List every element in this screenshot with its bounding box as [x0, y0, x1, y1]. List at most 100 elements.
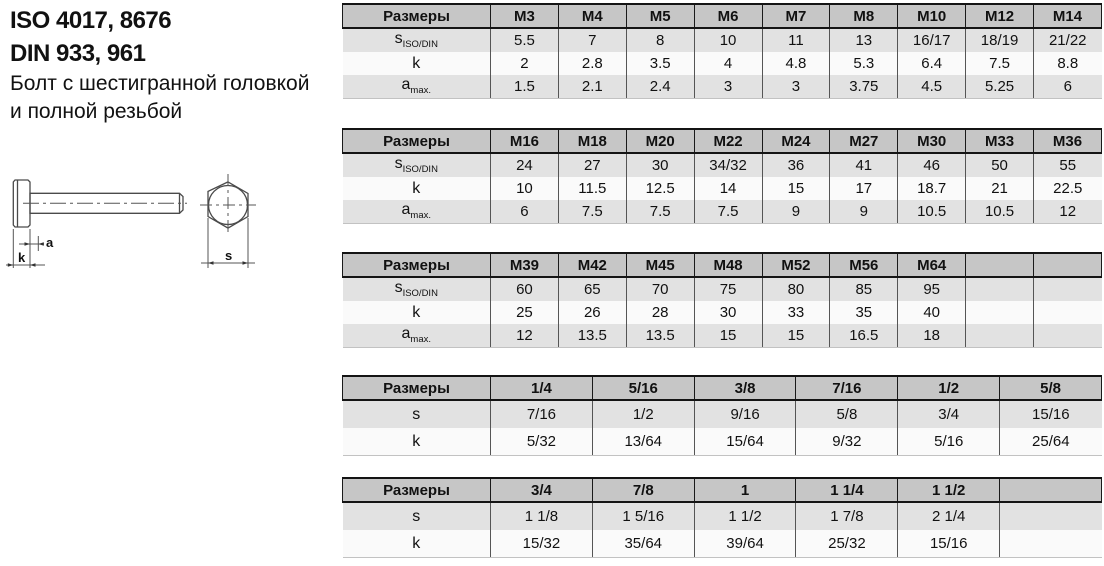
table-header-row: Размеры M3 M4 M5 M6 M7 M8 M10 M12 M14: [342, 3, 1102, 29]
value-cell: 3.75: [829, 75, 898, 99]
size-header-cell: 7/16: [795, 375, 899, 401]
value-cell: 15/16: [999, 400, 1102, 428]
value-cell: 7/16: [490, 400, 593, 428]
row-label-cell: k: [342, 177, 491, 200]
value-cell: 95: [897, 277, 966, 301]
table-inch-threequarters-to-oneandhalf: Размеры 3/4 7/8 1 1 1/4 1 1/2 s 1 1/8 1 5/16 1 1/…: [342, 477, 1102, 558]
value-cell: 1 5/16: [591, 502, 695, 530]
value-cell: 6: [490, 200, 559, 224]
value-cell: 13.5: [625, 324, 695, 348]
dim-label-s: s: [225, 248, 232, 263]
value-cell: 13.5: [557, 324, 627, 348]
table-m3-m14: Размеры M3 M4 M5 M6 M7 M8 M10 M12 M14 sISO/DIN 5.5 7…: [342, 3, 1102, 99]
size-header-cell: M22: [693, 128, 763, 154]
value-cell: 46: [897, 153, 966, 177]
size-header-cell: M39: [490, 252, 559, 278]
table-m16-m36: Размеры M16 M18 M20 M22 M24 M27 M30 M33 M36 sISO/D…: [342, 128, 1102, 224]
value-cell: 10.5: [965, 200, 1034, 224]
value-cell: 35/64: [591, 530, 695, 558]
value-cell: 5.5: [490, 28, 559, 52]
size-header-cell: M36: [1033, 128, 1102, 154]
value-cell: 35: [829, 301, 898, 324]
table-header-row: Размеры M16 M18 M20 M22 M24 M27 M30 M33 M36: [342, 128, 1102, 154]
size-header-cell: M6: [693, 3, 763, 29]
size-header-cell: 5/8: [999, 375, 1102, 401]
value-cell: 5/16: [897, 428, 1000, 456]
value-cell: 3/4: [897, 400, 1000, 428]
size-header-cell: 3/8: [693, 375, 797, 401]
row-label-cell: k: [342, 428, 491, 456]
value-cell: [965, 277, 1034, 301]
value-cell: 17: [829, 177, 898, 200]
value-cell: 70: [625, 277, 695, 301]
product-description-line1: Болт с шестигранной головкой: [10, 72, 310, 95]
size-header-cell: [999, 477, 1102, 503]
table-row: sISO/DIN 60 65 70 75 80 85 95: [342, 277, 1102, 301]
value-cell: 34/32: [693, 153, 762, 177]
value-cell: 14: [693, 177, 762, 200]
size-column-header: Размеры: [342, 128, 491, 154]
value-cell: [965, 324, 1034, 348]
size-header-cell: 7/8: [591, 477, 695, 503]
value-cell: 7.5: [625, 200, 695, 224]
value-cell: 27: [557, 153, 627, 177]
row-label-cell: k: [342, 530, 491, 558]
row-label-cell: s: [342, 502, 491, 530]
value-cell: 55: [1033, 153, 1102, 177]
size-header-cell: M30: [897, 128, 967, 154]
value-cell: 39/64: [693, 530, 796, 558]
size-header-cell: M27: [829, 128, 899, 154]
value-cell: [1033, 324, 1102, 348]
value-cell: 7: [557, 28, 627, 52]
value-cell: 30: [625, 153, 695, 177]
value-cell: 2.4: [625, 75, 695, 99]
table-row: amax. 1.5 2.1 2.4 3 3 3.75 4.5 5.25 6: [342, 75, 1102, 99]
bolt-technical-drawing: a k s: [6, 174, 256, 268]
size-header-cell: 1: [693, 477, 797, 503]
value-cell: 26: [557, 301, 627, 324]
value-cell: 41: [829, 153, 898, 177]
value-cell: 6.4: [897, 52, 966, 75]
value-cell: 9/16: [693, 400, 796, 428]
row-label-cell: amax.: [342, 200, 491, 224]
value-cell: 12: [1033, 200, 1102, 224]
value-cell: 3: [761, 75, 830, 99]
size-header-cell: M52: [761, 252, 831, 278]
table-row: amax. 12 13.5 13.5 15 15 16.5 18: [342, 324, 1102, 348]
size-header-cell: [965, 252, 1034, 278]
value-cell: 12: [490, 324, 559, 348]
size-header-cell: M7: [761, 3, 831, 29]
value-cell: 4: [693, 52, 762, 75]
value-cell: 2: [490, 52, 559, 75]
table-row: k 10 11.5 12.5 14 15 17 18.7 21 22.5: [342, 177, 1102, 200]
value-cell: [999, 502, 1102, 530]
value-cell: 60: [490, 277, 559, 301]
size-column-header: Размеры: [342, 252, 491, 278]
row-label-cell: k: [342, 52, 491, 75]
value-cell: 3.5: [625, 52, 695, 75]
table-row: k 5/32 13/64 15/64 9/32 5/16 25/64: [342, 428, 1102, 456]
value-cell: 7.5: [693, 200, 762, 224]
value-cell: 15: [761, 177, 830, 200]
row-label-cell: sISO/DIN: [342, 153, 491, 177]
size-header-cell: M24: [761, 128, 831, 154]
value-cell: 9: [761, 200, 830, 224]
size-header-cell: M33: [965, 128, 1034, 154]
size-header-cell: M8: [829, 3, 899, 29]
value-cell: 11: [761, 28, 830, 52]
value-cell: 12.5: [625, 177, 695, 200]
value-cell: 50: [965, 153, 1034, 177]
value-cell: 18: [897, 324, 966, 348]
size-header-cell: M10: [897, 3, 967, 29]
value-cell: 16/17: [897, 28, 966, 52]
value-cell: 8: [625, 28, 695, 52]
table-row: amax. 6 7.5 7.5 7.5 9 9 10.5 10.5 12: [342, 200, 1102, 224]
value-cell: 7.5: [965, 52, 1034, 75]
value-cell: [1033, 277, 1102, 301]
size-header-cell: M45: [625, 252, 695, 278]
value-cell: 18.7: [897, 177, 966, 200]
table-inch-quarter-to-fiveeighths: Размеры 1/4 5/16 3/8 7/16 1/2 5/8 s 7/16 1/2 9/16 5…: [342, 375, 1102, 456]
value-cell: 80: [761, 277, 830, 301]
row-label-cell: s: [342, 400, 491, 428]
